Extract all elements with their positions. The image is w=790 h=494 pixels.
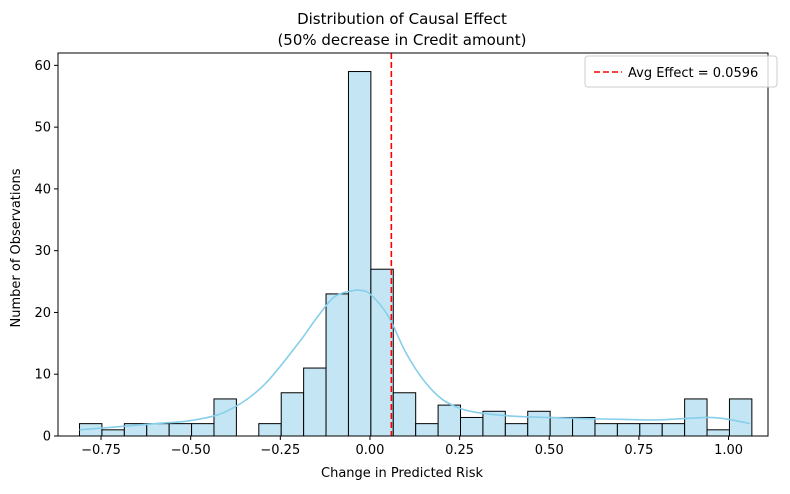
x-tick-label: −0.50 — [171, 443, 211, 458]
histogram-bar — [728, 398, 753, 437]
y-tick-label: 20 — [34, 306, 51, 321]
x-axis-label: Change in Predicted Risk — [321, 466, 483, 481]
histogram-bar — [549, 416, 574, 437]
histogram-bar — [594, 423, 618, 437]
y-tick-label: 60 — [34, 59, 51, 74]
histogram-bar — [527, 410, 551, 437]
legend-box — [584, 55, 778, 88]
y-tick-label: 0 — [43, 430, 51, 445]
x-tick-label: −0.25 — [260, 443, 300, 458]
x-axis-ticks: −0.75 −0.50 −0.25 0.00 0.25 0.50 0.75 1.00 — [81, 436, 743, 458]
histogram-bar — [639, 423, 663, 437]
chart-subtitle: (50% decrease in Credit amount) — [277, 31, 526, 49]
histogram-bar — [347, 71, 372, 437]
kde-curve — [79, 289, 751, 431]
histogram-bar — [437, 404, 462, 437]
kde-curve-group — [79, 289, 751, 431]
histogram-bar — [572, 416, 596, 437]
y-tick-label: 30 — [34, 244, 51, 259]
y-axis-ticks: 0 10 20 30 40 50 60 — [34, 59, 58, 445]
x-tick-label: −0.75 — [81, 443, 121, 458]
x-tick-label: 0.50 — [535, 443, 564, 458]
plot-frame — [57, 52, 769, 437]
histogram-bar — [258, 423, 282, 437]
y-tick-label: 50 — [34, 121, 51, 136]
x-tick-label: 0.25 — [445, 443, 474, 458]
histogram-bar — [504, 423, 529, 437]
histogram-bar — [616, 423, 641, 437]
x-tick-label: 0.00 — [355, 443, 384, 458]
legend: Avg Effect = 0.0596 — [584, 55, 778, 88]
histogram-bar — [280, 392, 305, 437]
histogram-bar — [101, 429, 125, 437]
histogram-bar — [415, 423, 439, 437]
histogram-bar — [191, 423, 215, 437]
x-tick-label: 0.75 — [624, 443, 653, 458]
histogram-bar — [303, 367, 327, 437]
histogram-bars — [79, 71, 753, 437]
chart-title: Distribution of Causal Effect — [297, 10, 507, 28]
y-tick-label: 10 — [34, 368, 51, 383]
histogram-bar — [146, 423, 170, 437]
legend-avg-effect-label: Avg Effect = 0.0596 — [628, 66, 758, 81]
x-tick-label: 1.00 — [714, 443, 743, 458]
histogram-bar — [706, 429, 730, 437]
y-tick-label: 40 — [34, 182, 51, 197]
histogram-bar — [661, 423, 686, 437]
histogram-bar — [392, 392, 417, 437]
histogram-bar — [213, 398, 237, 437]
histogram-bar — [460, 416, 484, 437]
histogram-bar — [370, 268, 394, 437]
histogram-bar — [325, 293, 349, 437]
histogram-bar — [168, 423, 193, 437]
y-axis-label: Number of Observations — [9, 168, 24, 327]
